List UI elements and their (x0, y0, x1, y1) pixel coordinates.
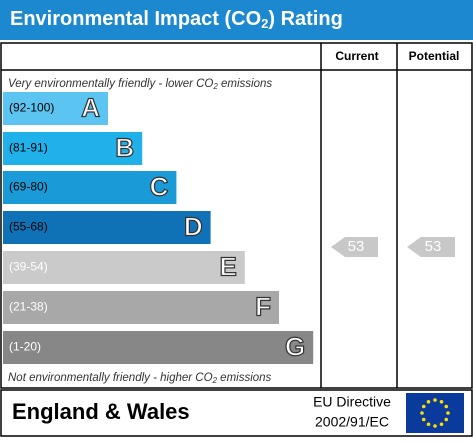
eu-star (439, 422, 444, 427)
column-header: Current (335, 49, 378, 63)
band-letter: C (150, 171, 169, 201)
band-letter: E (219, 251, 236, 281)
potential-value: 53 (425, 238, 442, 255)
eu-star (433, 398, 437, 402)
band-bar (3, 132, 143, 165)
band-letter: D (184, 211, 203, 241)
current-value: 53 (348, 238, 365, 255)
band-bar (3, 291, 279, 324)
top-note: Very environmentally friendly - lower CO… (8, 78, 272, 91)
eu-star (426, 422, 431, 427)
band-letter: A (81, 92, 100, 122)
footer-region: England & Wales (12, 399, 190, 424)
footer-frame (0, 389, 473, 437)
bands: (92-100) A (81-91) B (69-80) C (55-68) D (39-54)… (3, 92, 314, 364)
band-range: (39-54) (9, 260, 48, 274)
potential-indicator: 53 (407, 237, 455, 257)
band-bar (3, 171, 177, 204)
band-bar (3, 331, 314, 364)
current-arrow (331, 237, 378, 257)
band-bar (3, 92, 108, 125)
band-range: (55-68) (9, 220, 48, 234)
eu-star (444, 417, 449, 422)
band-range: (69-80) (9, 180, 48, 194)
band-letter: G (285, 331, 305, 361)
band-letter: B (115, 132, 134, 162)
eu-star (421, 404, 426, 409)
footer-directive: 2002/91/EC (315, 414, 389, 430)
potential-arrow (407, 237, 455, 257)
bottom-note: Not environmentally friendly - higher CO… (8, 372, 272, 385)
main-frame (0, 42, 473, 389)
band-letter: F (255, 291, 271, 321)
eu-star (433, 424, 437, 428)
eu-stars (420, 398, 450, 428)
eu-star (444, 404, 449, 409)
band-range: (81-91) (9, 141, 48, 155)
eu-flag (406, 393, 464, 433)
eu-star (421, 417, 426, 422)
header-title: Environmental Impact (CO2) Rating (10, 8, 343, 31)
eu-star (446, 411, 450, 415)
band-range: (92-100) (9, 101, 54, 115)
eu-star (439, 399, 444, 404)
band-bar (3, 251, 245, 284)
header-bar (0, 0, 473, 40)
eu-star (420, 411, 424, 415)
column-header: Potential (409, 49, 460, 63)
current-indicator: 53 (331, 237, 378, 257)
footer-directive: EU Directive (313, 394, 391, 410)
band-bar (3, 211, 211, 244)
eu-star (426, 399, 431, 404)
band-range: (21-38) (9, 300, 48, 314)
band-range: (1-20) (9, 340, 41, 354)
